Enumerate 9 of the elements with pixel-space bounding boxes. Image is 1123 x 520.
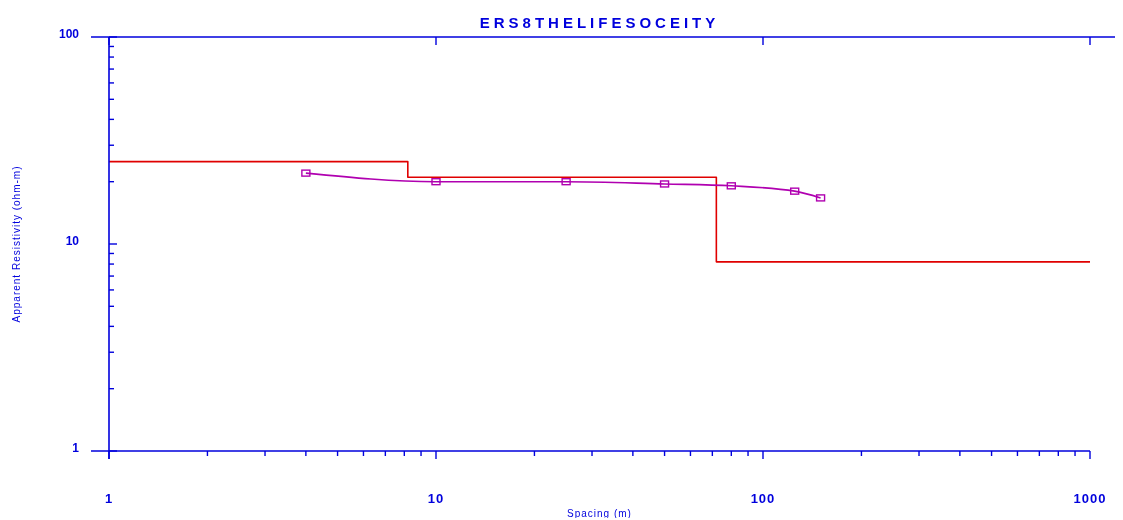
x-tick-label: 100 — [750, 491, 776, 506]
chart-title: ERS8THELIFESOCEITY — [479, 14, 720, 31]
y-tick-label: 100 — [58, 27, 80, 42]
x-tick-label: 1000 — [1073, 491, 1107, 506]
x-tick-label: 1 — [104, 491, 114, 506]
y-tick-label: 10 — [65, 234, 80, 249]
x-tick-label: 10 — [427, 491, 445, 506]
y-tick-label: 1 — [72, 441, 80, 456]
y-axis-title: Apparent Resistivity (ohm-m) — [11, 165, 22, 323]
